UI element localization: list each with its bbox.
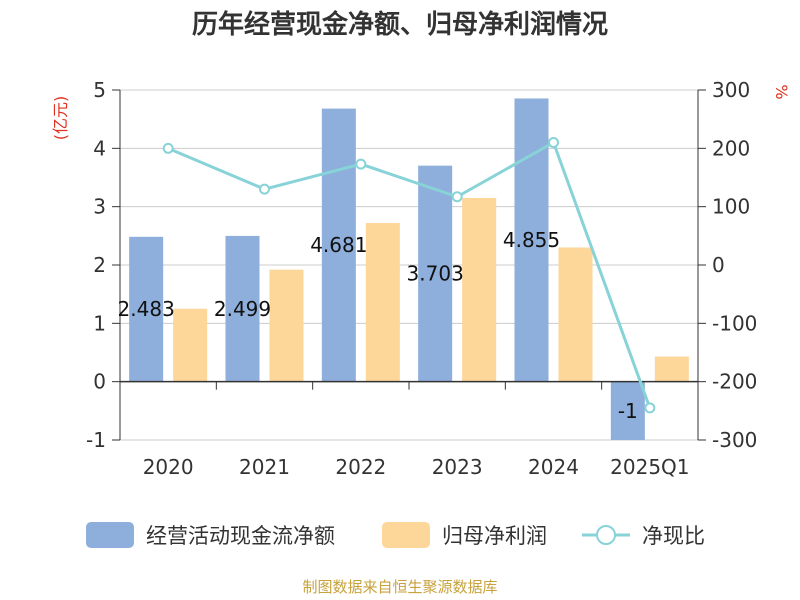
category-label: 2025Q1 xyxy=(610,455,689,479)
left-tick-label: 4 xyxy=(93,136,106,160)
right-tick-label: 300 xyxy=(712,78,750,102)
cashflow-bar xyxy=(514,98,549,382)
legend-label-cashflow: 经营活动现金流净额 xyxy=(146,524,335,548)
left-axis-unit: (亿元) xyxy=(51,96,70,141)
legend-swatch-ratio-marker xyxy=(596,525,616,545)
category-label: 2022 xyxy=(335,455,386,479)
cashflow-bar xyxy=(418,165,453,382)
cashflow-data-label: 4.681 xyxy=(310,233,367,257)
ratio-point xyxy=(259,183,270,195)
bars xyxy=(129,98,689,440)
legend-swatch-net-profit xyxy=(382,522,430,548)
cashflow-data-label: 2.483 xyxy=(118,297,175,321)
cashflow-bar xyxy=(321,108,356,382)
ratio-point xyxy=(162,142,174,154)
net-profit-bar xyxy=(365,223,400,382)
category-label: 2023 xyxy=(432,455,483,479)
axes: -1 0 1 2 3 4 5 -300 -200 -100 0 100 200 300 (亿元)% 2020 2… xyxy=(51,78,791,479)
category-label: 2021 xyxy=(239,455,290,479)
ratio-line xyxy=(162,137,656,414)
ratio-point xyxy=(548,137,559,148)
data-labels: 2.483 2.499 4.681 3.703 4.855 -1 xyxy=(118,228,638,423)
chart-title: 历年经营现金净额、归母净利润情况 xyxy=(192,9,608,40)
source-note: 制图数据来自恒生聚源数据库 xyxy=(302,578,497,596)
right-tick-label: -200 xyxy=(712,370,757,394)
net-profit-bar xyxy=(173,308,208,382)
right-tick-label: 100 xyxy=(712,195,750,219)
cashflow-data-label: 2.499 xyxy=(214,297,271,321)
cashflow-bar xyxy=(225,235,260,382)
net-profit-bar xyxy=(462,197,497,382)
left-tick-label: 1 xyxy=(93,311,106,335)
cashflow-bar xyxy=(610,381,645,440)
right-tick-label: 0 xyxy=(712,253,725,277)
ratio-point xyxy=(451,191,463,203)
legend-swatch-cashflow xyxy=(86,522,134,548)
left-tick-label: 5 xyxy=(93,78,106,102)
net-profit-bar xyxy=(654,356,689,382)
right-tick-label: -100 xyxy=(712,311,757,335)
left-tick-label: 3 xyxy=(93,195,106,219)
cashflow-data-label: 4.855 xyxy=(503,228,560,252)
cashflow-data-label: 3.703 xyxy=(407,262,464,286)
legend-label-ratio: 净现比 xyxy=(642,524,705,548)
cashflow-bar xyxy=(129,236,164,382)
category-label: 2020 xyxy=(143,455,194,479)
cashflow-data-label: -1 xyxy=(618,399,638,423)
left-tick-label: 2 xyxy=(93,253,106,277)
right-tick-label: -300 xyxy=(712,428,757,452)
legend-label-net-profit: 归母净利润 xyxy=(442,524,547,548)
left-tick-label: 0 xyxy=(93,370,106,394)
right-axis-unit: % xyxy=(772,84,791,99)
ratio-point xyxy=(355,158,367,170)
net-profit-bar xyxy=(558,247,593,382)
net-profit-bar xyxy=(269,269,304,382)
legend: 经营活动现金流净额 归母净利润 净现比 xyxy=(86,522,705,548)
ratio-point xyxy=(644,402,656,414)
ratio-line-path xyxy=(167,141,652,409)
left-tick-label: -1 xyxy=(86,428,106,452)
right-tick-label: 200 xyxy=(712,136,750,160)
category-label: 2024 xyxy=(528,455,579,479)
